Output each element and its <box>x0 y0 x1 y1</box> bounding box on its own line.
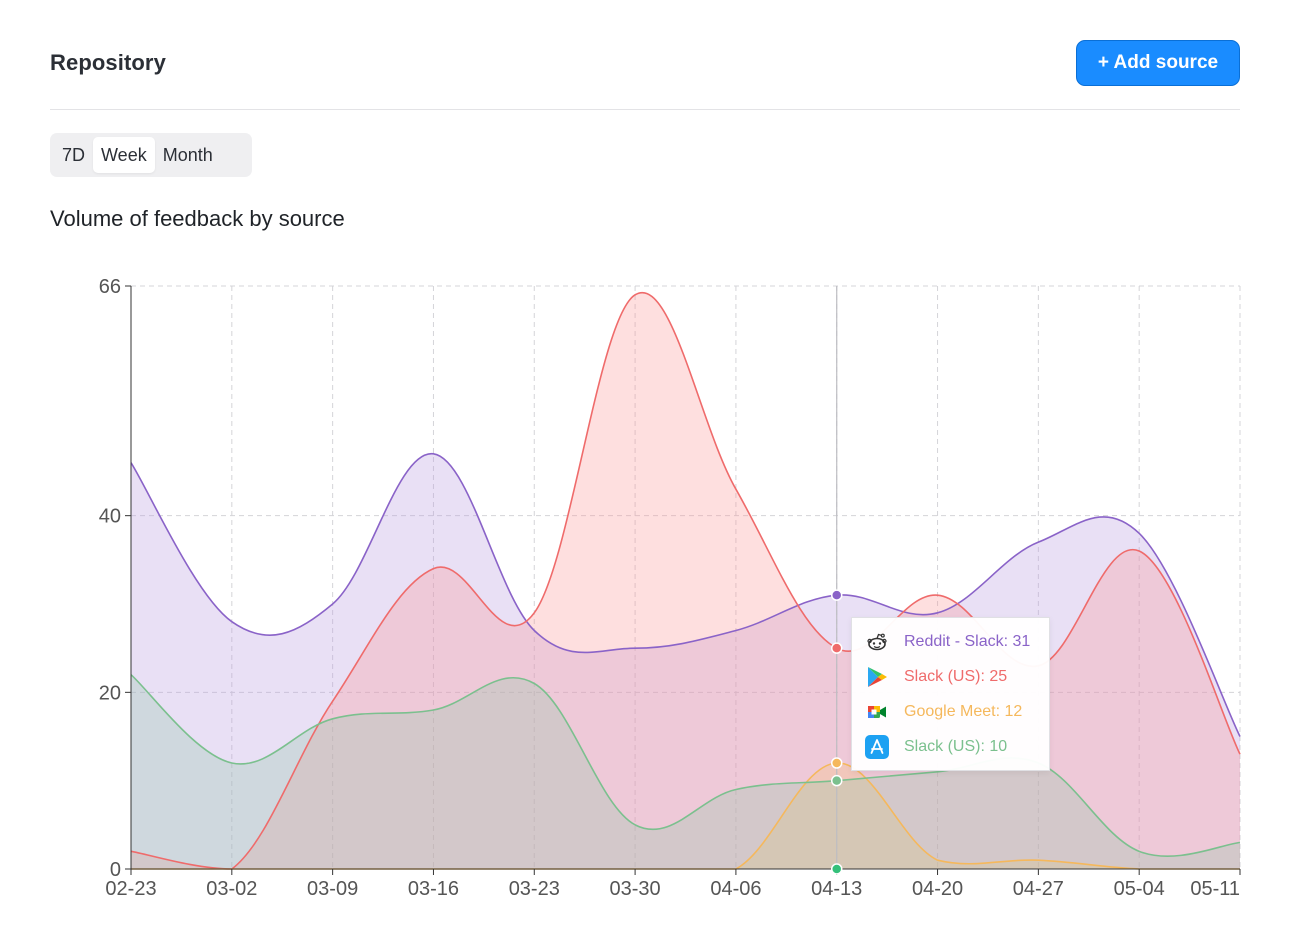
page-header: Repository + Add source <box>50 40 1240 88</box>
add-source-button[interactable]: + Add source <box>1076 40 1240 86</box>
y-tick-label: 0 <box>110 859 121 881</box>
google-play-icon <box>864 664 890 690</box>
tooltip-text: Slack (US): 25 <box>904 668 1008 685</box>
range-tab-month[interactable]: Month <box>155 137 221 173</box>
range-tab-7d[interactable]: 7D <box>54 137 93 173</box>
x-tick-label: 03-02 <box>206 878 257 900</box>
x-tick-label: 05-11 <box>1190 878 1240 900</box>
tooltip-row: Slack (US): 25 <box>864 663 1007 691</box>
hover-marker <box>830 589 843 601</box>
series-area-slack-us <box>131 674 1240 869</box>
tooltip-text: Reddit - Slack: 31 <box>904 633 1031 650</box>
tooltip-row: Slack (US): 10 <box>864 733 1007 761</box>
chart-title: Volume of feedback by source <box>50 206 345 231</box>
hover-marker <box>830 774 843 787</box>
x-tick-label: 02-23 <box>105 878 156 900</box>
reddit-icon <box>864 629 890 655</box>
y-tick-label: 66 <box>99 276 121 298</box>
range-tab-week[interactable]: Week <box>93 137 155 173</box>
hover-marker <box>830 757 843 769</box>
hover-marker <box>830 642 843 654</box>
y-tick-label: 20 <box>99 682 121 704</box>
hover-marker <box>830 863 843 875</box>
x-tick-label: 04-27 <box>1013 878 1064 900</box>
y-tick-label: 40 <box>99 506 121 528</box>
tooltip-text: Slack (US): 10 <box>904 738 1008 755</box>
x-tick-label: 04-20 <box>912 878 963 900</box>
x-tick-label: 03-30 <box>610 878 661 900</box>
series-line-slack-us <box>130 291 1241 870</box>
series-line-reddit-slack <box>130 453 1241 737</box>
tooltip-row: Google Meet: 12 <box>864 698 1022 726</box>
x-tick-label: 04-06 <box>710 878 761 900</box>
x-tick-label: 05-04 <box>1114 878 1165 900</box>
x-tick-label: 03-16 <box>408 878 459 900</box>
app-store-icon <box>864 734 890 760</box>
x-tick-label: 03-23 <box>509 878 560 900</box>
google-meet-icon <box>864 699 890 725</box>
page-title: Repository <box>50 50 166 75</box>
tooltip-row: Reddit - Slack: 31 <box>864 628 1030 656</box>
range-selector: 7D Week Month <box>50 133 252 177</box>
series-line-slack-us <box>130 674 1241 857</box>
header-divider <box>50 109 1240 110</box>
chart-tooltip: Reddit - Slack: 31 Slack (US): 25 Google… <box>851 617 1050 771</box>
x-tick-label: 04-13 <box>811 878 862 900</box>
tooltip-text: Google Meet: 12 <box>904 703 1023 720</box>
x-tick-label: 03-09 <box>307 878 358 900</box>
